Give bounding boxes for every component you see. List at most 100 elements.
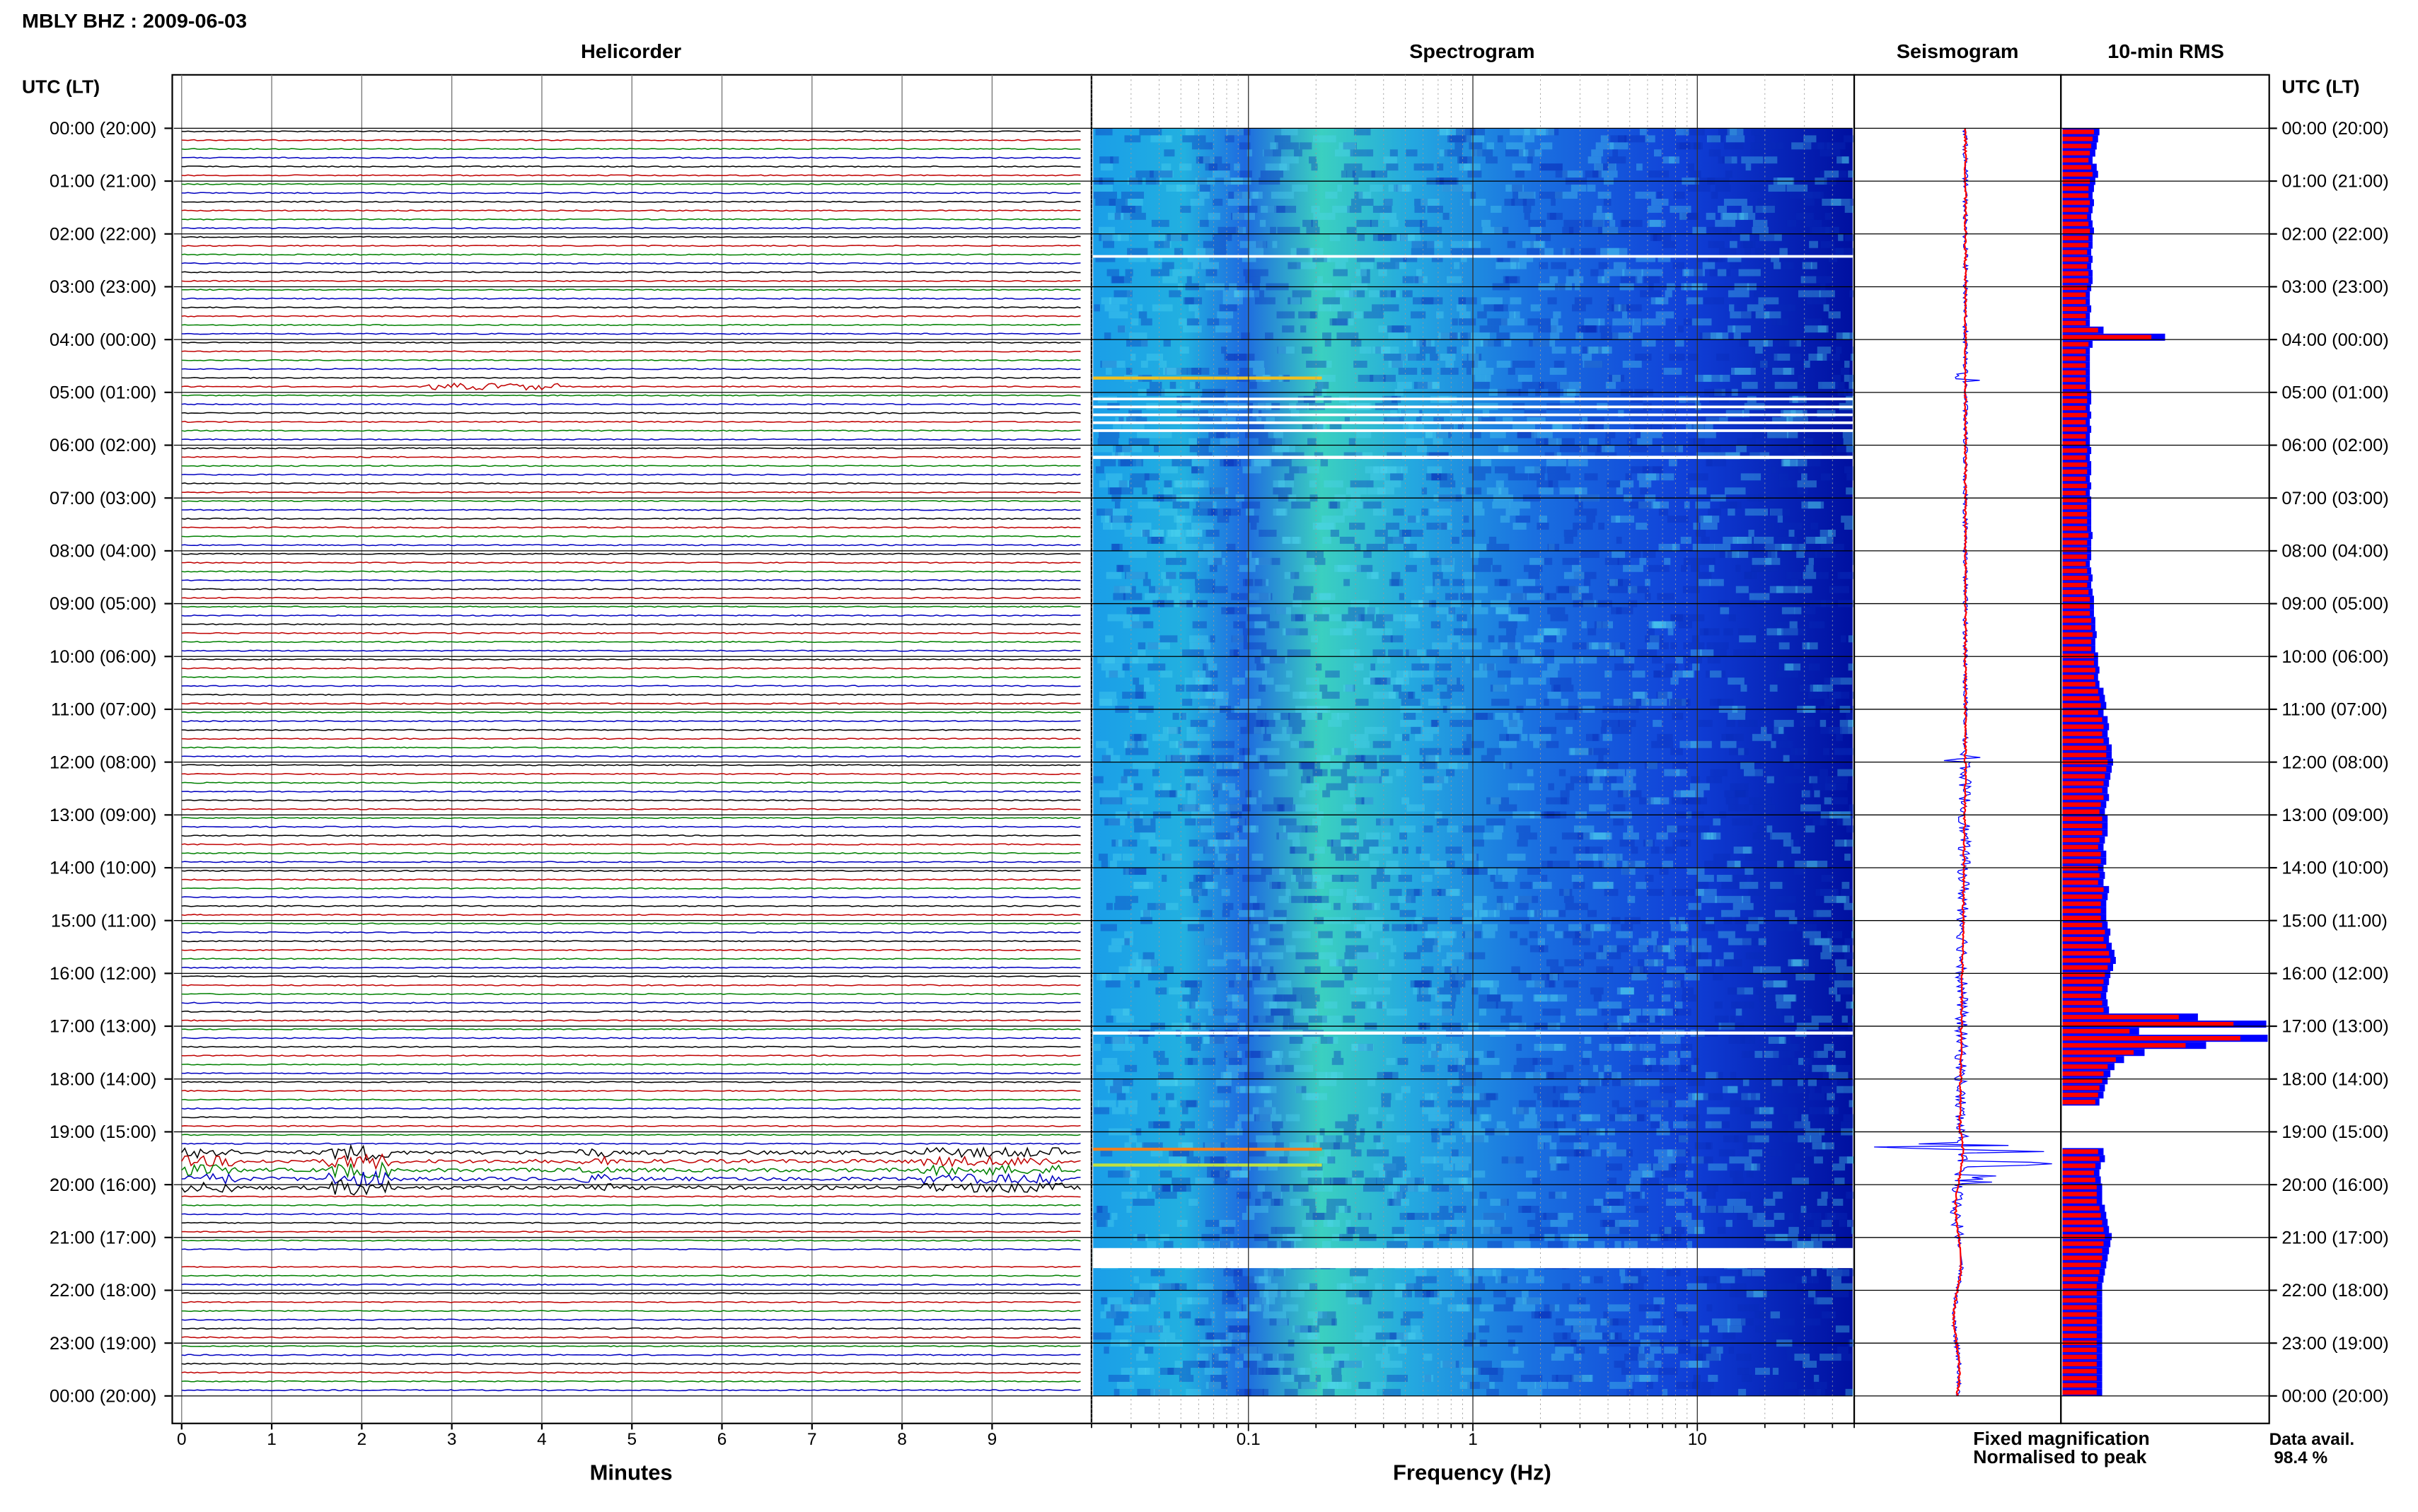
spectrogram-speckle [1700, 417, 1720, 424]
spectrogram-speckle [1435, 762, 1458, 769]
spectrogram-speckle [1315, 663, 1322, 671]
spectrogram-speckle [1707, 656, 1721, 664]
spectrogram-speckle [1550, 318, 1558, 326]
spectrogram-speckle [1450, 719, 1473, 727]
rms-bar-normalised [2062, 1361, 2097, 1367]
spectrogram-speckle [1326, 1199, 1347, 1206]
spectrogram-speckle [1425, 1226, 1435, 1234]
spectrogram-speckle [1481, 755, 1495, 762]
rms-bar-normalised [2062, 689, 2098, 694]
spectrogram-speckle [1719, 959, 1742, 967]
spectrogram-speckle [1128, 966, 1152, 974]
spectrogram-speckle [1263, 1001, 1277, 1009]
spectrogram-speckle [1692, 1199, 1707, 1206]
spectrogram-speckle [1523, 564, 1543, 572]
spectrogram-speckle [1803, 571, 1817, 579]
spectrogram-speckle [1555, 170, 1568, 178]
spectrogram-speckle [1156, 1057, 1169, 1065]
spectrogram-speckle [1487, 868, 1497, 875]
spectrogram-speckle [1155, 902, 1179, 910]
spectrogram-speckle [1658, 508, 1669, 516]
spectrogram-speckle [1389, 1199, 1401, 1206]
rms-bar-normalised [2062, 426, 2088, 432]
spectrogram-speckle [1341, 170, 1348, 178]
spectrogram-speckle [1820, 149, 1841, 157]
spectrogram-speckle [1642, 1170, 1655, 1178]
spectrogram-speckle [1249, 361, 1264, 368]
spectrogram-speckle [1518, 1100, 1537, 1107]
spectrogram-speckle [1835, 347, 1842, 354]
spectrogram-speckle [1104, 304, 1120, 312]
spectrogram-speckle [1490, 649, 1503, 657]
spectrogram-speckle [1629, 1347, 1643, 1354]
spectrogram-speckle [1706, 776, 1723, 784]
spectrogram-speckle [1612, 1149, 1633, 1157]
spectrogram-speckle [1706, 832, 1713, 840]
spectrogram-speckle [1645, 593, 1651, 600]
spectrogram-speckle [1259, 593, 1273, 600]
spectrogram-speckle [1428, 1050, 1450, 1058]
spectrogram-speckle [1600, 952, 1621, 960]
helicorder-trace [181, 1248, 1081, 1251]
spectrogram-speckle [1693, 424, 1713, 431]
spectrogram-speckle [1327, 1219, 1334, 1227]
spectrogram-speckle [1728, 550, 1737, 558]
spectrogram-speckle [1180, 205, 1191, 213]
rms-bar-normalised [2062, 356, 2086, 361]
spectrogram-speckle [1732, 550, 1740, 558]
spectrogram-speckle [1107, 614, 1131, 622]
rms-bar-normalised [2062, 1305, 2097, 1310]
spectrogram-speckle [1300, 1332, 1318, 1340]
spectrogram-speckle [1662, 1388, 1668, 1396]
rms-bar-normalised [2062, 165, 2092, 170]
spectrogram-speckle [1309, 1206, 1317, 1213]
spectrogram-speckle [1205, 1332, 1229, 1340]
spectrogram-speckle [1440, 332, 1457, 340]
spectrogram-speckle [1682, 797, 1701, 805]
spectrogram-speckle [1840, 726, 1853, 734]
spectrogram-speckle [1575, 332, 1584, 340]
spectrogram-speckle [1166, 536, 1186, 544]
spectrogram-speckle [1701, 924, 1715, 931]
spectrogram-speckle [1421, 297, 1443, 305]
spectrogram-speckle [1468, 339, 1488, 347]
spectrogram-speckle [1272, 240, 1278, 248]
spectrogram-speckle [1786, 431, 1798, 438]
spectrogram-speckle [1167, 755, 1187, 762]
spectrogram-speckle [1429, 1297, 1442, 1305]
spectrogram-speckle [1378, 973, 1392, 981]
spectrogram-speckle [1403, 424, 1414, 431]
spectrogram-speckle [1446, 276, 1462, 284]
spectrogram-speckle [1561, 699, 1568, 706]
spectrogram-speckle [1781, 1064, 1791, 1072]
spectrogram-speckle [1331, 1374, 1342, 1382]
spectrogram-speckle [1571, 304, 1586, 312]
spectrogram-speckle [1820, 888, 1836, 896]
spectrogram-speckle [1331, 874, 1343, 882]
spectrogram-speckle [1195, 586, 1215, 593]
spectrogram-speckle [1559, 1135, 1582, 1143]
spectrogram-speckle [1779, 854, 1791, 861]
spectrogram-speckle [1212, 170, 1230, 178]
spectrogram-speckle [1326, 783, 1348, 791]
spectrogram-speckle [1803, 198, 1815, 206]
spectrogram-speckle [1433, 571, 1443, 579]
spectrogram-speckle [1290, 248, 1314, 255]
spectrogram-speckle [1493, 881, 1508, 889]
spectrogram-speckle [1823, 304, 1829, 312]
spectrogram-speckle [1121, 205, 1142, 213]
spectrogram-speckle [1217, 516, 1230, 523]
spectrogram-speckle [1518, 1206, 1539, 1213]
spectrogram-speckle [1752, 557, 1772, 565]
spectrogram-speckle [1206, 656, 1214, 664]
spectrogram-speckle [1548, 783, 1554, 791]
spectrogram-speckle [1624, 656, 1629, 664]
spectrogram-speckle [1839, 987, 1861, 995]
spectrogram-speckle [1454, 262, 1460, 269]
spectrogram-speckle [1730, 1283, 1747, 1291]
spectrogram-speckle [1239, 1170, 1248, 1178]
spectrogram-speckle [1485, 156, 1498, 164]
spectrogram-speckle [1113, 586, 1131, 593]
spectrogram-speckle [1189, 381, 1196, 389]
spectrogram-speckle [1288, 297, 1302, 305]
